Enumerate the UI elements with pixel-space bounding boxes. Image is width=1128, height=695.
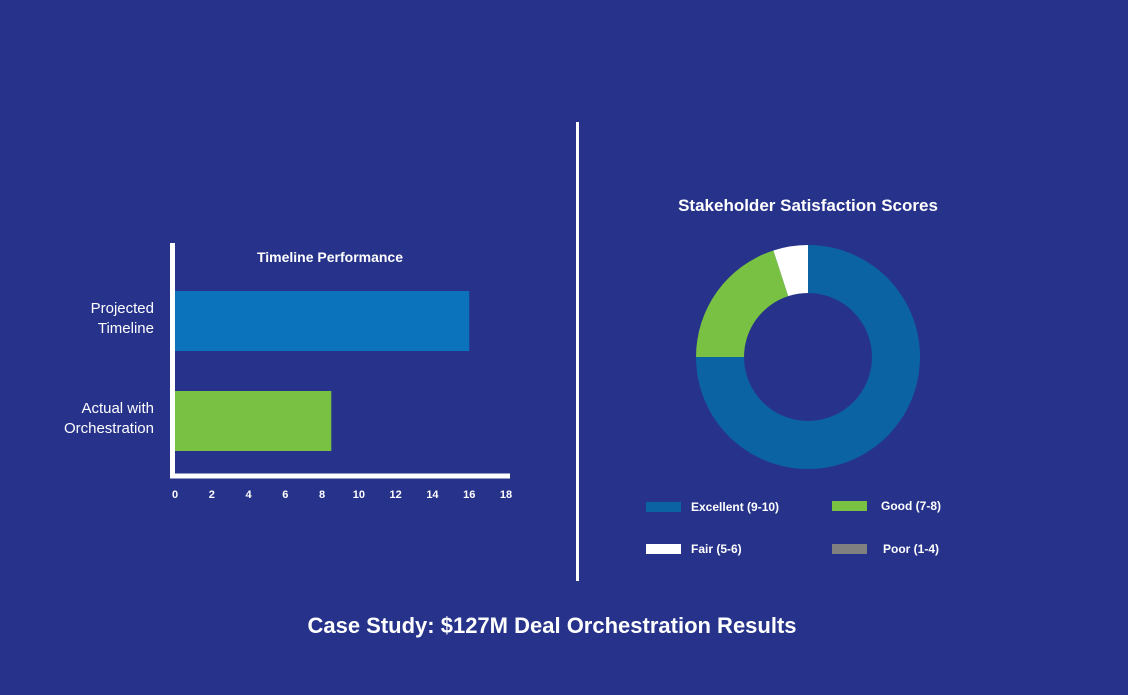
- x-tick-label: 6: [282, 489, 288, 501]
- x-tick-label: 18: [500, 489, 512, 501]
- donut-legend: Excellent (9-10) Good (7-8) Fair (5-6) Poor…: [646, 499, 941, 556]
- bar-2: [175, 391, 332, 451]
- donut-slices: [696, 245, 920, 469]
- legend-swatch: [832, 544, 867, 554]
- satisfaction-donut-chart: Stakeholder Satisfaction Scores Excellen…: [646, 196, 941, 556]
- category-label: Projected Timeline: [91, 300, 154, 337]
- legend-swatch: [646, 544, 681, 554]
- x-tick-label: 16: [463, 489, 475, 501]
- timeline-bar-chart: Timeline Performance Projected Timeline Ac…: [64, 243, 512, 501]
- bar-chart-title: Timeline Performance: [257, 249, 403, 265]
- bar-layer: [175, 291, 470, 451]
- donut-chart-title: Stakeholder Satisfaction Scores: [678, 196, 938, 215]
- x-tick-label: 12: [390, 489, 402, 501]
- x-tick-label: 8: [319, 489, 325, 501]
- x-tick-label: 2: [209, 489, 215, 501]
- legend-label: Fair (5-6): [691, 542, 742, 556]
- donut-slice-1: [696, 245, 920, 469]
- x-tick-label: 10: [353, 489, 365, 501]
- category-labels: Projected Timeline Actual with Orchestratio…: [64, 300, 154, 437]
- bar-1: [175, 291, 470, 351]
- x-axis-ticks: 0 2 4 6 8 10 12 14 16 18: [172, 489, 512, 501]
- donut-slice-3: [773, 245, 808, 297]
- legend-label: Excellent (9-10): [691, 500, 779, 514]
- x-tick-label: 0: [172, 489, 178, 501]
- case-study-title: Case Study: $127M Deal Orchestration Res…: [307, 613, 796, 638]
- legend-label: Good (7-8): [881, 499, 941, 513]
- legend-label: Poor (1-4): [883, 542, 939, 556]
- legend-swatch: [646, 502, 681, 512]
- legend-swatch: [832, 501, 867, 511]
- x-tick-label: 4: [245, 489, 252, 501]
- x-tick-label: 14: [426, 489, 439, 501]
- category-label: Actual with Orchestration: [64, 400, 154, 437]
- donut-slice-2: [696, 250, 789, 357]
